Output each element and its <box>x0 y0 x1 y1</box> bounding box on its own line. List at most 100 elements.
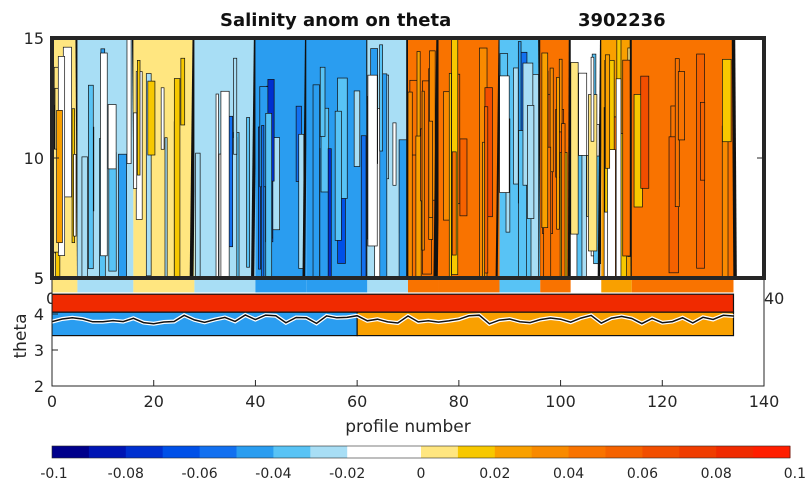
anomaly-streak <box>56 110 63 244</box>
contour-line <box>302 38 308 278</box>
lower-x-tick: 60 <box>347 392 367 411</box>
colorbar-segment <box>421 446 459 458</box>
anomaly-streak <box>392 122 397 186</box>
anomaly-streak <box>570 62 579 235</box>
anomaly-streak <box>126 38 132 164</box>
colorbar-segment <box>568 446 606 458</box>
colorbar-segment <box>125 446 164 458</box>
anomaly-streak <box>107 104 117 170</box>
anomaly-streak <box>137 60 141 176</box>
lower-y-tick: 4 <box>34 305 44 324</box>
anomaly-streak <box>173 78 181 278</box>
anomaly-streak <box>160 87 165 150</box>
lower-y-tick: 2 <box>34 377 44 396</box>
anomaly-streak <box>220 90 230 278</box>
anomaly-streak <box>145 73 152 277</box>
anomaly-streak <box>265 113 273 278</box>
contour-line <box>189 38 197 278</box>
colorbar-segment <box>384 446 422 458</box>
anomaly-streak <box>407 91 413 278</box>
lower-x-tick: 80 <box>449 392 469 411</box>
colorbar-segment <box>457 446 496 458</box>
anomaly-streak <box>622 59 631 257</box>
contour-line <box>731 38 737 278</box>
anomaly-streak <box>607 149 616 278</box>
lower-x-tick: 140 <box>749 392 780 411</box>
colorbar <box>51 445 791 459</box>
colorbar-tick: 0.04 <box>553 466 584 482</box>
colorbar-tick: 0.08 <box>701 466 732 482</box>
colorbar-segment <box>347 446 385 458</box>
y-axis-label: theta <box>11 314 31 359</box>
colorbar-segment <box>605 446 643 458</box>
colorbar-segment <box>88 446 127 458</box>
anomaly-streak <box>164 137 168 278</box>
colorbar-segment <box>273 446 311 458</box>
anomaly-streak <box>327 148 332 278</box>
anomaly-streak <box>451 151 457 256</box>
colorbar-segment <box>494 446 533 458</box>
anomaly-streak <box>246 117 250 268</box>
colorbar-segment <box>199 446 237 458</box>
colorbar-segment <box>162 446 201 458</box>
anomaly-streak <box>100 52 108 257</box>
colorbar-segment <box>531 446 570 458</box>
chart-title: Salinity anom on theta <box>220 10 451 31</box>
anomaly-streak <box>88 84 94 270</box>
colorbar-segment <box>716 446 754 458</box>
contour-line <box>597 38 603 278</box>
upper-panel <box>52 38 764 278</box>
anomaly-streak <box>81 156 88 278</box>
anomaly-streak <box>556 76 560 230</box>
anomaly-streak <box>147 80 156 156</box>
colorbar-ticks: -0.1 -0.08 -0.06 -0.04 -0.02 0 0.02 0.04 0.06 0.0… <box>40 466 806 482</box>
lower-x-tick: 120 <box>647 392 678 411</box>
lower-x-tick: 20 <box>144 392 164 411</box>
anomaly-streak <box>561 123 566 278</box>
anomaly-streak <box>578 72 588 156</box>
lower-panel <box>52 278 764 386</box>
contour-line <box>495 38 501 278</box>
anomaly-streak <box>367 74 378 247</box>
anomaly-streak <box>261 125 265 278</box>
colorbar-segment <box>52 446 90 458</box>
lower-x-tick: 40 <box>245 392 265 411</box>
anomaly-streak <box>700 101 706 181</box>
anomaly-streak <box>722 58 732 143</box>
anomaly-streak <box>108 152 117 272</box>
upper-y-tick: 10 <box>24 149 44 168</box>
anomaly-streak <box>513 67 519 185</box>
colorbar-segment <box>679 446 717 458</box>
colorbar-segment <box>310 446 348 458</box>
anomaly-streak <box>334 110 342 241</box>
upper-y-tick: 15 <box>24 29 44 48</box>
anomaly-band <box>356 311 735 337</box>
anomaly-band <box>52 293 735 313</box>
upper-x-tick-0: 0 <box>46 289 56 308</box>
float-id: 3902236 <box>578 10 666 31</box>
colorbar-tick: -0.08 <box>108 466 144 482</box>
anomaly-streak <box>527 105 535 219</box>
anomaly-streak <box>360 135 367 278</box>
colorbar-tick: 0.02 <box>479 466 510 482</box>
lower-y-tick: 5 <box>34 269 44 288</box>
anomaly-streak <box>459 138 468 217</box>
anomaly-streak <box>180 57 186 126</box>
lower-ticks: 0 20 40 60 80 100 120 140 2 3 4 5 <box>34 269 779 411</box>
anomaly-streak <box>312 84 320 278</box>
x-axis-label: profile number <box>345 417 470 437</box>
colorbar-tick: -0.1 <box>40 466 67 482</box>
colorbar-segment <box>753 446 791 458</box>
colorbar-tick: 0.06 <box>627 466 658 482</box>
anomaly-streak <box>590 56 595 142</box>
colorbar-segment <box>642 446 680 458</box>
anomaly-streak <box>448 72 452 278</box>
colorbar-segment <box>236 446 274 458</box>
anomaly-streak <box>482 141 485 278</box>
anomaly-streak <box>415 135 422 278</box>
anomaly-streak <box>73 154 77 237</box>
colorbar-tick: -0.04 <box>255 466 291 482</box>
anomaly-streak <box>549 67 554 173</box>
anomaly-streak <box>353 90 361 167</box>
lower-y-tick: 3 <box>34 341 44 360</box>
